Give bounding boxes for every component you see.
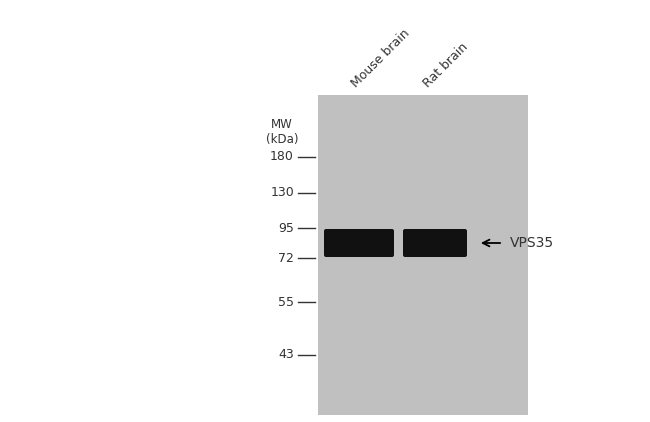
FancyBboxPatch shape bbox=[324, 229, 394, 257]
Text: 130: 130 bbox=[270, 187, 294, 200]
Text: 95: 95 bbox=[278, 222, 294, 235]
Text: 72: 72 bbox=[278, 252, 294, 265]
FancyBboxPatch shape bbox=[403, 229, 467, 257]
Text: Mouse brain: Mouse brain bbox=[349, 27, 412, 90]
Text: Rat brain: Rat brain bbox=[421, 41, 471, 90]
Bar bbox=[318, 95, 528, 415]
Text: MW
(kDa): MW (kDa) bbox=[266, 118, 298, 146]
Text: 43: 43 bbox=[278, 349, 294, 362]
Text: 180: 180 bbox=[270, 151, 294, 163]
Text: VPS35: VPS35 bbox=[510, 236, 554, 250]
Text: 55: 55 bbox=[278, 295, 294, 308]
